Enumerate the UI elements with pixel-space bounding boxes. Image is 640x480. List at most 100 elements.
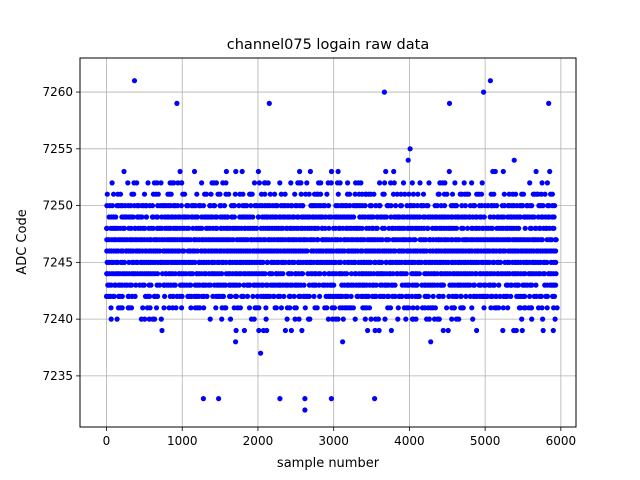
- data-point: [482, 282, 488, 288]
- data-point: [362, 316, 368, 322]
- data-point: [287, 293, 293, 299]
- data-point: [533, 168, 539, 175]
- data-point: [141, 282, 147, 288]
- data-point: [540, 327, 546, 334]
- data-point: [425, 293, 431, 299]
- data-point: [381, 89, 387, 95]
- data-point: [494, 203, 500, 209]
- data-point: [148, 282, 154, 288]
- data-point: [302, 305, 308, 311]
- data-point: [471, 282, 478, 288]
- data-point: [271, 293, 277, 299]
- data-point: [414, 203, 420, 209]
- data-point: [265, 180, 271, 186]
- data-point: [501, 191, 507, 197]
- data-point: [158, 316, 164, 322]
- data-point: [409, 180, 415, 186]
- data-point: [368, 316, 374, 322]
- data-point: [489, 225, 495, 231]
- data-point: [307, 316, 313, 322]
- data-point: [520, 203, 526, 209]
- x-tick-label: 3000: [318, 434, 349, 448]
- data-point: [200, 203, 207, 209]
- data-point: [324, 191, 330, 197]
- data-point: [432, 305, 438, 311]
- data-point: [254, 293, 260, 299]
- data-point: [277, 293, 283, 299]
- data-point: [553, 259, 559, 265]
- data-point: [403, 271, 409, 277]
- data-point: [528, 225, 534, 231]
- y-tick-label: 7255: [42, 142, 73, 156]
- data-point: [491, 191, 497, 197]
- data-point: [159, 327, 165, 334]
- data-point: [539, 180, 545, 186]
- data-point: [539, 237, 545, 243]
- data-point: [154, 214, 161, 220]
- data-point: [121, 168, 127, 175]
- data-point: [134, 180, 140, 186]
- data-point: [307, 168, 313, 175]
- data-point: [250, 293, 256, 299]
- data-point: [359, 225, 365, 231]
- data-point: [139, 214, 145, 220]
- data-point: [277, 180, 283, 186]
- data-point: [213, 180, 219, 186]
- data-point: [223, 305, 229, 311]
- data-point: [446, 293, 452, 299]
- data-point: [377, 180, 383, 186]
- data-point: [392, 293, 398, 299]
- data-point: [402, 191, 408, 197]
- data-point: [199, 180, 205, 186]
- data-point: [157, 282, 163, 288]
- data-point: [142, 316, 148, 322]
- data-point: [552, 316, 558, 322]
- data-point: [223, 168, 229, 175]
- data-point: [111, 191, 117, 197]
- data-point: [451, 305, 457, 311]
- data-point: [129, 282, 135, 288]
- data-point: [125, 180, 131, 186]
- data-point: [194, 214, 200, 220]
- data-point: [322, 225, 328, 231]
- data-point: [230, 237, 236, 243]
- data-point: [258, 350, 264, 356]
- y-tick-label: 7260: [42, 85, 73, 99]
- data-point: [456, 237, 462, 243]
- data-point: [304, 180, 310, 186]
- data-point: [293, 305, 299, 311]
- data-point: [154, 180, 160, 186]
- data-point: [497, 293, 503, 299]
- data-point: [249, 191, 255, 197]
- data-point: [410, 191, 416, 197]
- data-point: [496, 282, 502, 288]
- data-point: [155, 191, 161, 197]
- data-point: [446, 100, 453, 106]
- data-point: [132, 293, 138, 299]
- data-point: [331, 282, 337, 288]
- x-tick-label: 6000: [546, 434, 577, 448]
- data-point: [460, 225, 466, 231]
- data-point: [470, 316, 476, 322]
- data-point: [322, 203, 328, 209]
- x-tick-label: 5000: [470, 434, 501, 448]
- data-point: [318, 180, 324, 186]
- data-point: [114, 316, 120, 322]
- data-point: [201, 305, 207, 311]
- data-point: [194, 191, 200, 197]
- data-point: [326, 225, 332, 231]
- data-point: [440, 293, 446, 299]
- data-point: [400, 180, 407, 186]
- data-point: [551, 293, 558, 299]
- data-point: [267, 293, 273, 299]
- data-point: [216, 396, 222, 402]
- data-point: [104, 191, 110, 197]
- data-point: [533, 282, 539, 288]
- data-point: [395, 316, 401, 322]
- data-point: [233, 339, 239, 345]
- data-point: [469, 180, 475, 186]
- data-point: [501, 203, 508, 209]
- data-point: [544, 293, 551, 299]
- data-point: [551, 214, 557, 220]
- data-point: [501, 214, 507, 220]
